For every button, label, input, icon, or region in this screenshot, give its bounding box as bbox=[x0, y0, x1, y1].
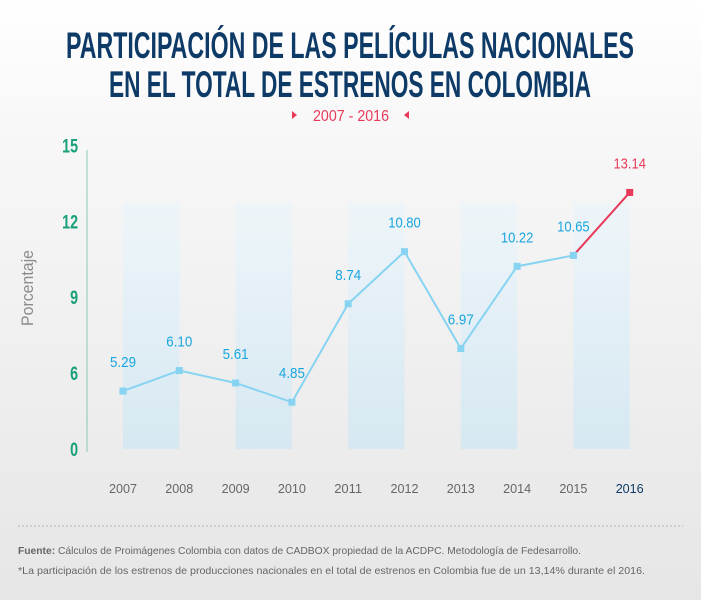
shaded-band bbox=[460, 203, 518, 449]
x-tick-label: 2012 bbox=[391, 481, 419, 496]
series-line: 5.29 6.10 5.61 4.85 8.74 10.80 6.97 10.22 10.65 1… bbox=[110, 155, 646, 406]
data-label: 10.22 bbox=[501, 229, 534, 246]
shaded-band bbox=[123, 203, 180, 449]
data-label: 8.74 bbox=[335, 267, 361, 284]
data-label: 10.80 bbox=[388, 215, 421, 232]
x-tick-label: 2010 bbox=[278, 481, 306, 496]
x-tick-label: 2014 bbox=[503, 481, 531, 496]
chart-subtitle: 2007 - 2016 bbox=[313, 108, 389, 125]
data-point bbox=[401, 248, 408, 256]
y-tick-label: 9 bbox=[70, 287, 78, 308]
chart-title-line-1: PARTICIPACIÓN DE LAS PELÍCULAS NACIONALE… bbox=[66, 24, 634, 66]
data-label: 10.65 bbox=[557, 218, 590, 235]
shaded-bands bbox=[123, 203, 630, 449]
data-point bbox=[232, 379, 240, 387]
x-tick-label: 2016 bbox=[616, 481, 644, 496]
chart-title-line-2: EN EL TOTAL DE ESTRENOS EN COLOMBIA bbox=[109, 64, 591, 105]
x-tick-label: 2015 bbox=[559, 481, 587, 496]
triangle-right-icon bbox=[292, 111, 297, 119]
x-tick-label: 2009 bbox=[222, 481, 250, 496]
shaded-band bbox=[348, 203, 405, 449]
y-tick-label: 0 bbox=[70, 439, 78, 460]
x-tick-label: 2007 bbox=[109, 481, 137, 496]
source-label: Fuente: bbox=[18, 545, 55, 557]
x-tick-label: 2011 bbox=[334, 481, 362, 496]
data-point bbox=[626, 188, 634, 196]
data-point bbox=[344, 300, 352, 308]
highlight-segment bbox=[572, 191, 631, 257]
data-point bbox=[175, 367, 183, 375]
data-label: 4.85 bbox=[279, 365, 305, 382]
x-ticks: 2007 2008 2009 2010 2011 2012 2013 2014 2015 2016 bbox=[109, 481, 644, 496]
shaded-band bbox=[573, 203, 630, 449]
data-label: 5.61 bbox=[223, 346, 249, 363]
data-point bbox=[119, 387, 127, 395]
source-text: Cálculos de Proimágenes Colombia con dat… bbox=[55, 545, 581, 557]
shaded-band bbox=[235, 203, 292, 449]
data-label: 5.29 bbox=[110, 354, 136, 371]
triangle-left-icon bbox=[404, 111, 409, 119]
data-point bbox=[569, 251, 577, 259]
data-label: 13.14 bbox=[613, 155, 646, 172]
data-point bbox=[288, 398, 296, 406]
y-ticks: 0 6 9 12 15 bbox=[62, 135, 78, 460]
data-point bbox=[457, 345, 465, 353]
y-axis-label: Porcentaje bbox=[18, 250, 37, 326]
data-point bbox=[513, 262, 521, 270]
x-tick-label: 2013 bbox=[447, 481, 475, 496]
footer-source: Fuente: Cálculos de Proimágenes Colombia… bbox=[18, 545, 581, 557]
footer-note: *La participación de los estrenos de pro… bbox=[18, 565, 645, 577]
y-tick-label: 15 bbox=[62, 135, 78, 156]
data-label: 6.10 bbox=[166, 334, 192, 351]
x-tick-label: 2008 bbox=[165, 481, 193, 496]
y-tick-label: 12 bbox=[62, 211, 78, 232]
y-tick-label: 6 bbox=[70, 363, 78, 384]
data-label: 6.97 bbox=[448, 312, 474, 329]
